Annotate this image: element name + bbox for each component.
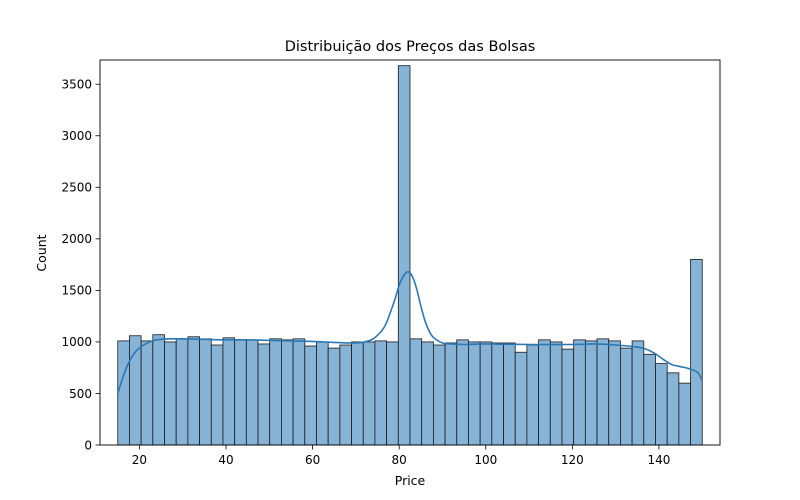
histogram-bar <box>316 341 329 446</box>
histogram-bar <box>269 338 282 446</box>
histogram-bar <box>386 341 399 446</box>
histogram-bars <box>117 65 703 446</box>
x-tick-label: 60 <box>305 453 320 467</box>
histogram-bar <box>362 341 376 446</box>
kde-line <box>116 271 703 394</box>
chart-title: Distribuição dos Preços das Bolsas <box>285 39 536 55</box>
x-tick-label: 120 <box>561 453 584 467</box>
x-tick-label: 140 <box>647 453 670 467</box>
x-tick-label: 100 <box>474 453 497 467</box>
histogram-bar <box>117 340 130 446</box>
histogram-bar <box>561 348 575 446</box>
plot-frame <box>99 59 721 446</box>
histogram-bar <box>210 344 224 446</box>
histogram-bar <box>152 334 165 446</box>
y-tick-label: 0 <box>84 438 92 452</box>
histogram-bar <box>257 343 271 446</box>
histogram-bar <box>421 341 434 446</box>
histogram-bar <box>655 363 668 446</box>
histogram-bar <box>409 338 423 446</box>
histogram-bar <box>351 341 364 446</box>
histogram-bar <box>245 339 259 446</box>
histogram-bar <box>164 341 177 446</box>
histogram-bar <box>281 339 294 446</box>
histogram-bar <box>292 338 306 446</box>
y-tick-label: 500 <box>69 387 92 401</box>
y-tick-label: 3500 <box>61 78 92 92</box>
histogram-bar <box>397 65 411 446</box>
histogram-bar <box>468 341 481 446</box>
histogram-bar <box>538 339 551 446</box>
y-axis-ticks: 0 500 1000 1500 2000 2500 3000 3500 <box>61 78 100 452</box>
histogram-bar <box>608 340 621 446</box>
x-axis-label: Price <box>395 473 426 488</box>
histogram-bar <box>690 259 703 446</box>
histogram-bar <box>526 344 539 446</box>
x-axis-ticks: 20 40 60 80 100 120 140 <box>132 445 670 467</box>
histogram-bar <box>374 340 388 446</box>
x-tick-label: 20 <box>132 453 147 467</box>
y-tick-label: 1000 <box>61 335 92 349</box>
histogram-bar <box>432 344 446 446</box>
histogram-bar <box>187 336 200 446</box>
histogram-bar <box>503 342 516 446</box>
histogram-bar <box>678 382 691 446</box>
y-tick-label: 1500 <box>61 284 92 298</box>
histogram-bar <box>199 338 212 446</box>
histogram-bar <box>339 344 352 446</box>
histogram-bar <box>620 347 633 446</box>
histogram-bar <box>596 338 610 446</box>
histogram-bar <box>479 341 493 446</box>
histogram-bar <box>175 338 189 446</box>
histogram-bar <box>573 339 586 446</box>
histogram-bar <box>222 337 236 446</box>
histogram-bar <box>514 351 528 446</box>
histogram-bar <box>234 339 247 446</box>
histogram-bar <box>549 341 563 446</box>
y-tick-label: 2000 <box>61 232 92 246</box>
histogram-bar <box>631 340 645 446</box>
x-tick-label: 40 <box>218 453 233 467</box>
histogram-bar <box>140 340 154 446</box>
histogram-bar <box>327 347 341 446</box>
x-tick-label: 80 <box>392 453 407 467</box>
y-axis-label: Count <box>34 234 49 271</box>
histogram-bar <box>584 340 598 446</box>
histogram-bar <box>456 339 469 446</box>
histogram-bar <box>444 342 458 446</box>
y-tick-label: 3000 <box>61 129 92 143</box>
histogram-bar <box>643 353 656 446</box>
histogram-bar <box>304 345 317 446</box>
histogram-bar <box>666 372 680 446</box>
y-tick-label: 2500 <box>61 181 92 195</box>
histogram-bar <box>491 342 504 446</box>
